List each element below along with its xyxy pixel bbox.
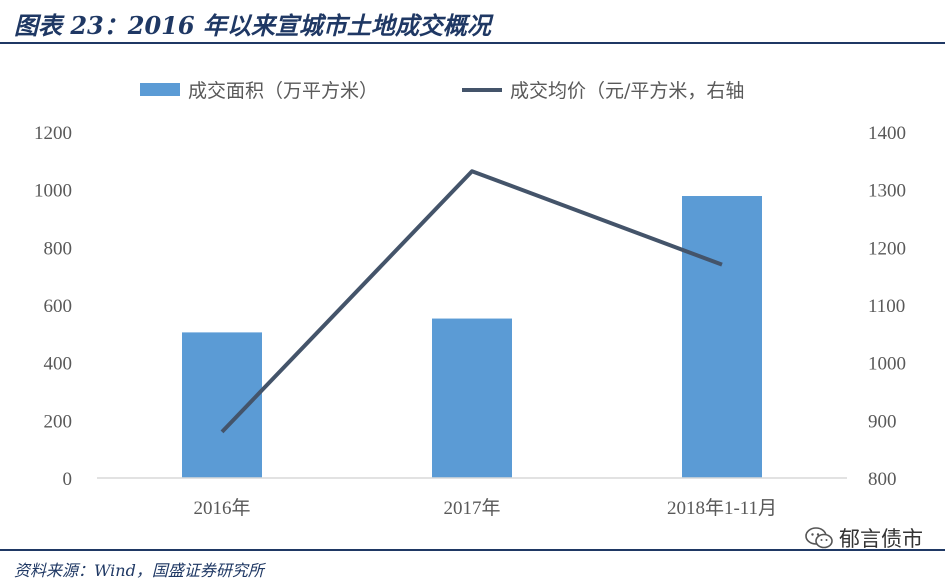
x-axis: 2016年 2017年 2018年1-11月 <box>193 497 777 519</box>
x-tick-label: 2017年 <box>443 497 500 519</box>
bar-series <box>182 196 762 478</box>
right-tick-label: 1000 <box>868 354 906 375</box>
left-tick-label: 200 <box>44 411 73 432</box>
chart-area: 成交面积（万平方米） 成交均价（元/平方米，右轴 0 200 400 600 800 100… <box>0 44 945 544</box>
right-tick-label: 1100 <box>868 296 905 317</box>
wechat-icon <box>805 527 833 549</box>
legend-bar-label: 成交面积（万平方米） <box>188 80 378 102</box>
left-tick-label: 400 <box>44 354 73 375</box>
chart-title: 图表 23：2016 年以来宣城市土地成交概况 <box>14 6 491 41</box>
right-tick-label: 800 <box>868 469 897 490</box>
left-tick-label: 1000 <box>34 181 72 202</box>
left-axis: 0 200 400 600 800 1000 1200 <box>34 123 72 490</box>
left-tick-label: 800 <box>44 238 73 259</box>
legend-bar-swatch <box>140 83 180 96</box>
right-tick-label: 1400 <box>868 123 906 144</box>
x-tick-label: 2016年 <box>193 497 250 519</box>
right-tick-label: 1300 <box>868 181 906 202</box>
title-bar: 图表 23：2016 年以来宣城市土地成交概况 <box>0 0 945 44</box>
right-tick-label: 1200 <box>868 238 906 259</box>
left-tick-label: 1200 <box>34 123 72 144</box>
bar <box>432 319 512 478</box>
x-tick-label: 2018年1-11月 <box>667 497 777 519</box>
legend: 成交面积（万平方米） 成交均价（元/平方米，右轴 <box>140 80 744 102</box>
source-bar: 资料来源：Wind，国盛证券研究所 <box>0 549 945 583</box>
right-tick-label: 900 <box>868 411 897 432</box>
left-tick-label: 600 <box>44 296 73 317</box>
source-note: 资料来源：Wind，国盛证券研究所 <box>14 557 264 581</box>
left-tick-label: 0 <box>63 469 73 490</box>
legend-line-label: 成交均价（元/平方米，右轴 <box>510 80 744 102</box>
right-axis: 800 900 1000 1100 1200 1300 1400 <box>868 123 906 490</box>
bar <box>682 196 762 478</box>
